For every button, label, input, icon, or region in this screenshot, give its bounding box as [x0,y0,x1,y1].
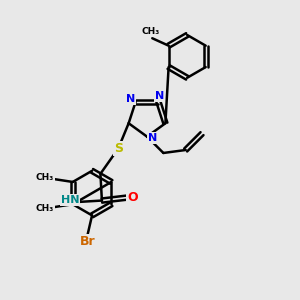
Text: CH₃: CH₃ [36,204,54,213]
Text: CH₃: CH₃ [142,27,160,36]
Text: O: O [127,191,138,204]
Text: Br: Br [80,235,95,248]
Text: N: N [148,133,157,143]
Text: CH₃: CH₃ [36,173,54,182]
Text: S: S [114,142,123,155]
Text: HN: HN [61,195,80,205]
Text: N: N [155,91,164,101]
Text: N: N [126,94,135,104]
